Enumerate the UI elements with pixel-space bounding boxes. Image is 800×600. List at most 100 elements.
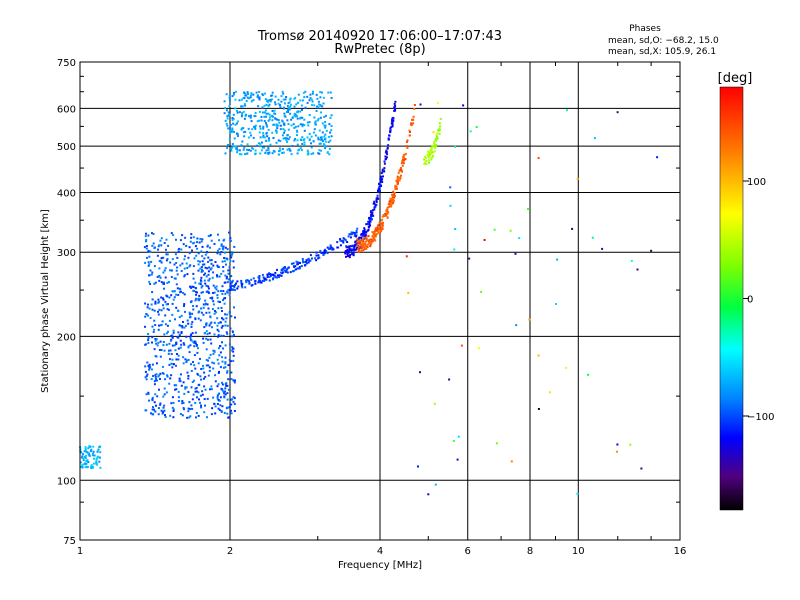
data-point [300,265,303,268]
stats-line-x: mean, sd,X: 105.9, 26.1 [608,47,716,57]
data-point [319,104,322,107]
data-point [509,229,512,232]
data-point [290,103,292,106]
data-point [221,383,224,386]
data-point [184,255,186,258]
data-point [204,375,207,378]
data-point [355,231,358,234]
data-point [228,138,231,141]
data-point [251,283,254,286]
data-point [294,115,297,118]
data-point [238,99,241,102]
data-point [269,99,272,101]
data-point [293,265,296,268]
data-point [399,176,401,179]
data-point [201,255,204,258]
data-point [391,196,394,199]
data-point [217,362,220,365]
data-point [230,403,233,406]
data-point [224,119,227,122]
data-point [217,399,220,402]
data-point [436,137,439,140]
data-point [259,143,262,145]
data-point [305,259,308,262]
data-point [175,306,178,309]
data-point [146,373,149,376]
data-point [157,375,160,378]
data-point [160,324,162,327]
data-point [156,379,158,382]
data-point [435,145,438,148]
data-point [170,276,173,278]
data-point [233,381,236,384]
data-point [330,125,333,127]
data-point [295,129,298,132]
data-point [163,387,166,390]
data-point [182,243,185,246]
data-point [376,225,379,228]
data-point [281,148,284,150]
data-point [377,191,380,194]
data-point [204,282,207,285]
data-point [163,269,166,272]
data-point [283,129,286,132]
data-point [215,285,218,288]
data-point [152,233,155,235]
data-point [408,134,411,137]
data-point [433,150,436,153]
data-point [246,143,249,146]
data-point [155,404,157,407]
data-point [256,94,259,97]
data-point [174,253,177,256]
data-point [401,164,404,167]
data-point [225,93,228,96]
data-point [343,238,346,241]
data-point [155,342,158,345]
data-point [224,356,227,359]
data-point [192,286,195,288]
data-point [196,351,199,354]
data-point [200,378,203,381]
data-point [462,104,465,107]
data-point [216,328,219,331]
data-point [391,118,394,121]
data-point [294,138,297,140]
data-point [223,238,226,241]
data-point [264,98,267,101]
data-point [294,265,297,268]
data-point [256,95,259,98]
data-point [396,180,399,183]
data-point [244,92,247,95]
data-point [231,128,234,131]
data-point [391,120,394,123]
y-tick-label: 750 [57,58,76,69]
data-point [258,281,261,284]
data-point [228,231,230,234]
plot-grid [80,62,680,540]
data-point [313,104,316,107]
data-point [359,243,362,246]
data-point [401,170,404,173]
data-point [264,277,267,280]
data-point [253,114,256,117]
data-point [372,202,375,205]
data-point [162,297,164,300]
data-point [378,231,380,234]
data-point [430,158,433,161]
data-point [386,212,389,215]
data-point [231,279,234,282]
data-point [363,247,366,250]
data-point [287,102,290,105]
data-point [152,242,155,245]
data-point [303,96,306,99]
data-point [438,133,441,135]
data-point [209,338,212,341]
data-point [212,300,215,303]
data-point [150,412,152,415]
data-point [200,368,203,370]
data-point [222,334,225,337]
data-point [277,124,280,127]
data-point [273,275,276,278]
data-point [246,148,248,151]
data-point [301,258,304,260]
